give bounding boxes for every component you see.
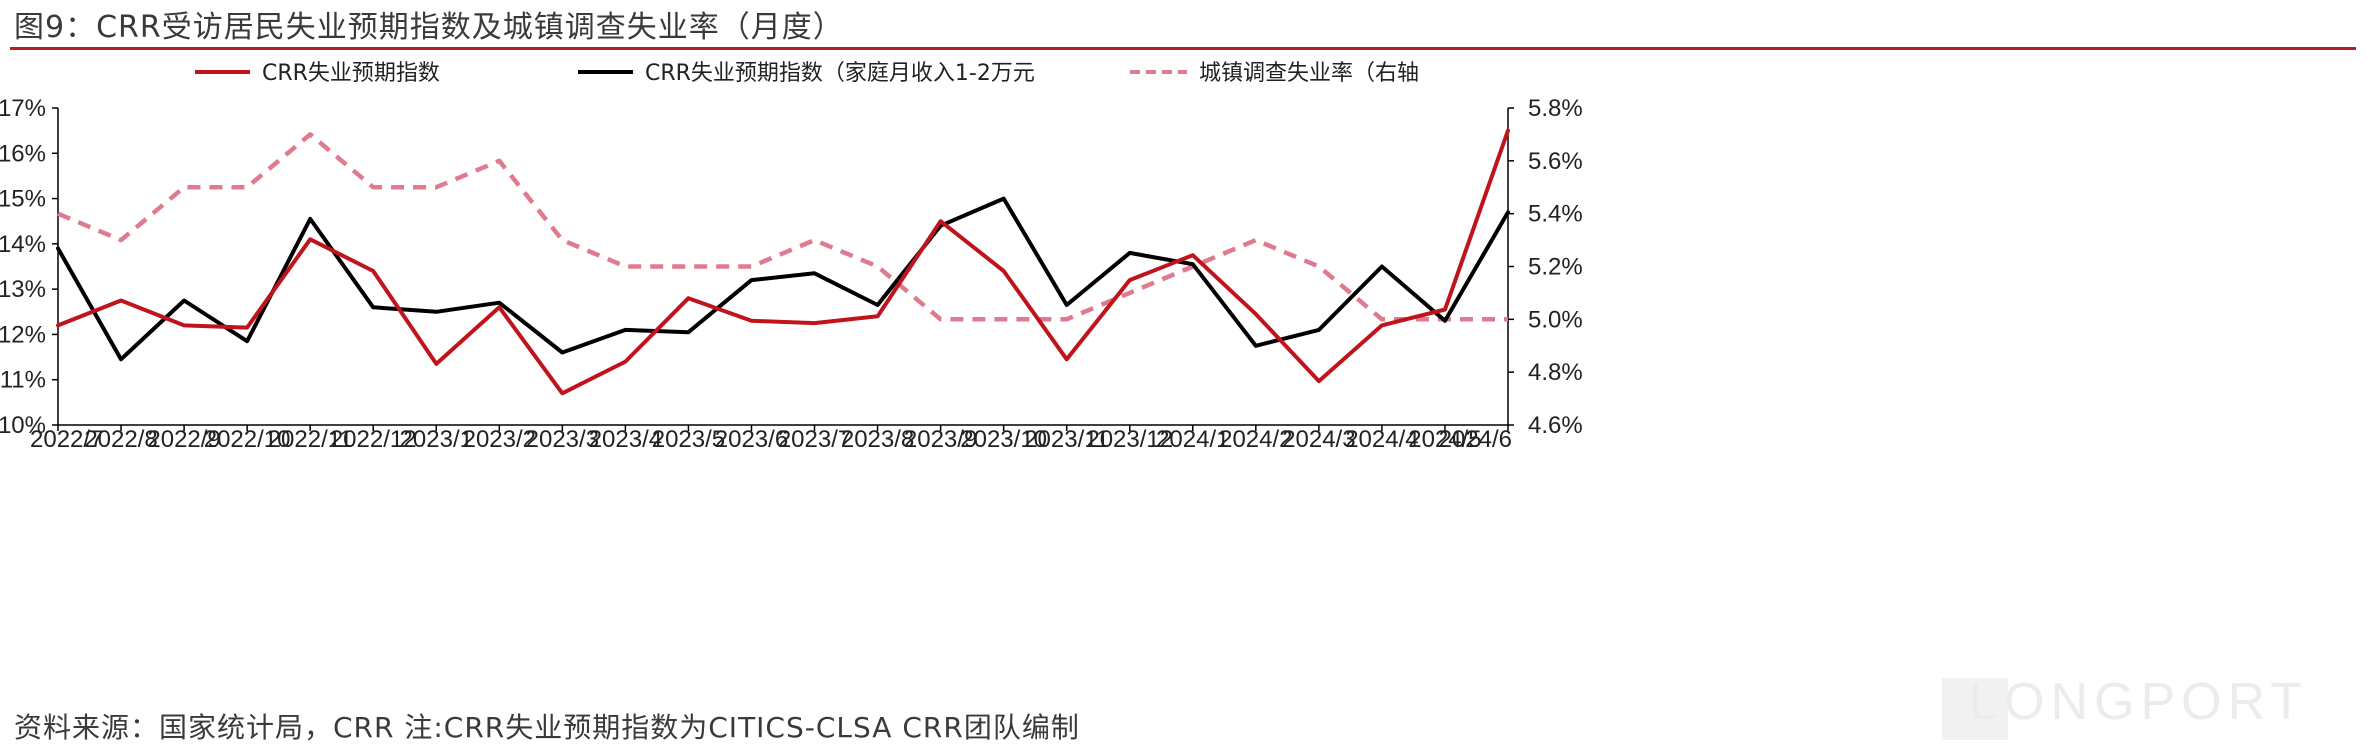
x-tick-label: 2024/3: [1282, 426, 1355, 453]
legend-label-1: CRR失业预期指数（家庭月收入1-2万元: [645, 61, 1035, 86]
x-tick-label: 2024/6: [1439, 426, 1512, 453]
legend-label-0: CRR失业预期指数: [262, 61, 440, 86]
title-divider: [10, 47, 2356, 50]
x-tick-label: 2024/4: [1345, 426, 1418, 453]
x-tick-label: 2023/12: [1086, 426, 1173, 453]
left-tick-label: 15%: [0, 186, 46, 213]
x-tick-label: 2024/5: [1408, 426, 1481, 453]
x-tick-label: 2022/10: [204, 426, 291, 453]
x-tick-label: 2022/12: [330, 426, 417, 453]
left-tick-label: 10%: [0, 412, 46, 439]
x-tick-label: 2022/9: [147, 426, 220, 453]
x-tick-label: 2023/6: [715, 426, 788, 453]
right-tick-label: 5.8%: [1528, 95, 1583, 122]
left-tick-label: 12%: [0, 321, 46, 348]
x-tick-label: 2024/1: [1156, 426, 1229, 453]
watermark-logo-icon: [1942, 678, 2008, 740]
left-tick-label: 17%: [0, 95, 46, 122]
x-tick-label: 2023/2: [463, 426, 536, 453]
x-tick-label: 2023/9: [904, 426, 977, 453]
x-tick-label: 2023/1: [400, 426, 473, 453]
left-tick-label: 16%: [0, 140, 46, 167]
source-note: 资料来源：国家统计局，CRR 注:CRR失业预期指数为CITICS-CLSA C…: [14, 711, 1080, 744]
series-line-0: [56, 128, 1510, 396]
legend-label-2: 城镇调查失业率（右轴: [1199, 61, 1419, 86]
right-tick-label: 5.6%: [1528, 148, 1583, 175]
watermark: LONGPORT: [1969, 673, 2308, 731]
x-tick-label: 2024/2: [1219, 426, 1292, 453]
x-tick-label: 2023/7: [778, 426, 851, 453]
right-tick-label: 4.8%: [1528, 359, 1583, 386]
x-axis: 2022/72022/82022/92022/102022/112022/122…: [30, 424, 1512, 453]
series-line-1: [56, 196, 1510, 362]
x-tick-label: 2023/3: [526, 426, 599, 453]
x-tick-label: 2023/8: [841, 426, 914, 453]
right-tick-label: 5.0%: [1528, 306, 1583, 333]
left-tick-label: 13%: [0, 276, 46, 303]
figure-title: 图9：CRR受访居民失业预期指数及城镇调查失业率（月度）: [14, 10, 844, 45]
series-line-2: [57, 132, 1508, 322]
series-layer: [56, 128, 1510, 396]
left-tick-label: 14%: [0, 231, 46, 258]
x-tick-label: 2022/8: [84, 426, 157, 453]
x-tick-label: 2023/10: [960, 426, 1047, 453]
x-tick-label: 2023/4: [589, 426, 662, 453]
legend: CRR失业预期指数 CRR失业预期指数（家庭月收入1-2万元 城镇调查失业率（右轴: [195, 61, 1419, 86]
x-tick-label: 2023/11: [1024, 426, 1109, 453]
x-tick-label: 2022/11: [268, 426, 353, 453]
x-tick-label: 2023/5: [652, 426, 725, 453]
right-tick-label: 5.2%: [1528, 254, 1583, 281]
right-tick-label: 5.4%: [1528, 201, 1583, 228]
left-axis: 10% 11% 12% 13% 14% 15% 16% 17%: [0, 95, 59, 439]
right-axis: 4.6% 4.8% 5.0% 5.2% 5.4% 5.6% 5.8%: [1507, 95, 1583, 439]
left-tick-label: 11%: [0, 367, 46, 394]
right-tick-label: 4.6%: [1528, 412, 1583, 439]
x-tick-label: 2022/7: [30, 426, 103, 453]
